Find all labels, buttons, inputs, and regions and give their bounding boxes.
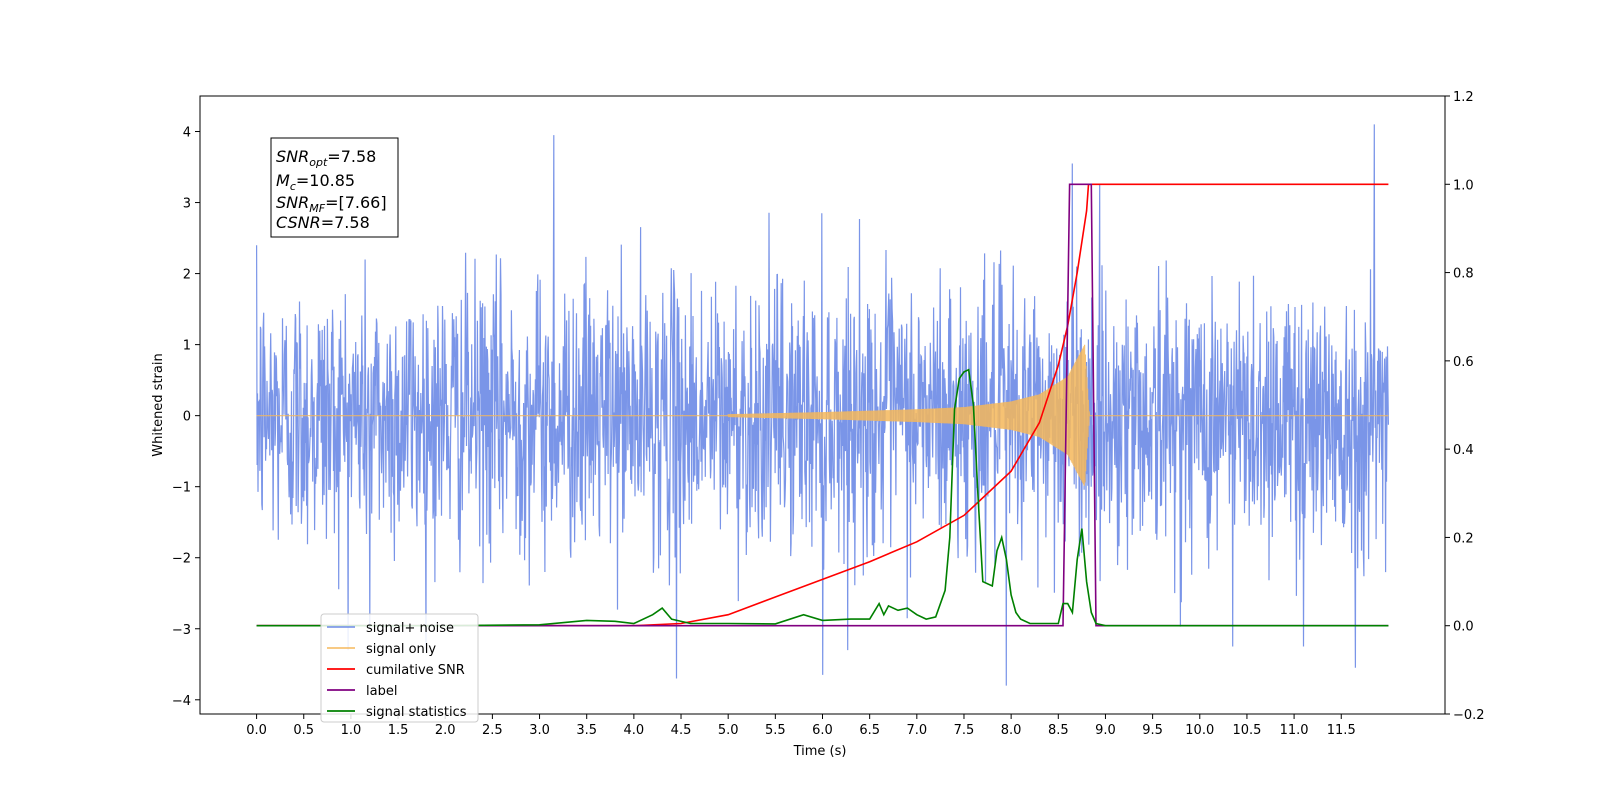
y-axis-label: Whitened strain — [151, 353, 166, 456]
annotation-snr-mf: SNRMF=[7.66] — [276, 193, 387, 215]
x-tick-label: 6.5 — [859, 723, 880, 738]
series-cumilative-snr — [256, 183, 1389, 627]
annotation-mc: Mc=10.85 — [276, 171, 355, 193]
y-tick-left-label: 3 — [183, 197, 191, 212]
x-tick-label: 10.0 — [1185, 723, 1214, 738]
y-tick-left-label: −3 — [172, 623, 191, 638]
x-tick-label: 1.5 — [388, 723, 409, 738]
y-tick-left-label: −4 — [172, 694, 191, 709]
y-tick-right-label: 1.0 — [1453, 178, 1474, 193]
x-tick-label: 5.5 — [765, 723, 786, 738]
series-signal-statistics — [256, 368, 1389, 627]
legend-label: signal statistics — [366, 705, 467, 720]
x-tick-label: 11.0 — [1280, 723, 1309, 738]
annotation-csnr: CSNR=7.58 — [276, 213, 370, 232]
x-tick-label: 4.0 — [624, 723, 645, 738]
x-tick-label: 2.5 — [482, 723, 503, 738]
y-tick-left-label: 2 — [183, 268, 191, 283]
y-tick-right-label: 1.2 — [1453, 90, 1474, 105]
y-tick-left-label: 1 — [183, 339, 191, 354]
y-axis-left: −4 −3 −2 −1 0 1 2 3 4 — [172, 126, 200, 709]
x-tick-label: 11.5 — [1327, 723, 1356, 738]
x-tick-label: 4.5 — [671, 723, 692, 738]
plot-area — [256, 124, 1389, 686]
x-tick-label: 7.0 — [906, 723, 927, 738]
legend-label: cumilative SNR — [366, 663, 465, 678]
annotation-snr-opt: SNRopt=7.58 — [276, 147, 376, 169]
legend-label: signal only — [366, 642, 436, 657]
x-tick-label: 8.5 — [1048, 723, 1069, 738]
x-tick-label: 6.0 — [812, 723, 833, 738]
y-tick-right-label: 0.6 — [1453, 355, 1474, 370]
x-axis: 0.0 0.5 1.0 1.5 2.0 2.5 3.0 3.5 4.0 4.5 5.0 5.5 6.0 6… — [246, 714, 1356, 738]
legend: signal+ noise signal only cumilative SNR la… — [320, 613, 479, 723]
y-tick-left-label: 4 — [183, 126, 191, 141]
x-tick-label: 5.0 — [718, 723, 739, 738]
x-tick-label: 7.5 — [954, 723, 975, 738]
x-tick-label: 1.0 — [341, 723, 362, 738]
x-tick-label: 2.0 — [435, 723, 456, 738]
series-signal-noise — [256, 124, 1389, 686]
x-tick-label: 0.0 — [246, 723, 267, 738]
x-tick-label: 9.0 — [1095, 723, 1116, 738]
legend-label: signal+ noise — [366, 621, 454, 636]
y-tick-left-label: −2 — [172, 552, 191, 567]
y-axis-right: −0.2 0.0 0.2 0.4 0.6 0.8 1.0 1.2 — [1445, 90, 1485, 723]
legend-label: label — [366, 684, 397, 699]
x-tick-label: 9.5 — [1142, 723, 1163, 738]
x-tick-label: 3.0 — [529, 723, 550, 738]
series-signal-only — [256, 344, 1389, 486]
x-axis-label: Time (s) — [793, 744, 847, 759]
series-layer — [256, 124, 1389, 686]
y-tick-right-label: 0.0 — [1453, 620, 1474, 635]
annotation-box: SNRopt=7.58 Mc=10.85 SNRMF=[7.66] CSNR=7… — [270, 137, 399, 238]
x-tick-label: 3.5 — [576, 723, 597, 738]
x-tick-label: 10.5 — [1232, 723, 1261, 738]
x-tick-label: 0.5 — [293, 723, 314, 738]
y-tick-right-label: 0.8 — [1453, 267, 1474, 282]
y-tick-right-label: 0.2 — [1453, 531, 1474, 546]
x-tick-label: 8.0 — [1001, 723, 1022, 738]
y-tick-left-label: −1 — [172, 481, 191, 496]
y-tick-right-label: −0.2 — [1453, 708, 1485, 723]
y-tick-left-label: 0 — [183, 410, 191, 425]
y-tick-right-label: 0.4 — [1453, 443, 1474, 458]
